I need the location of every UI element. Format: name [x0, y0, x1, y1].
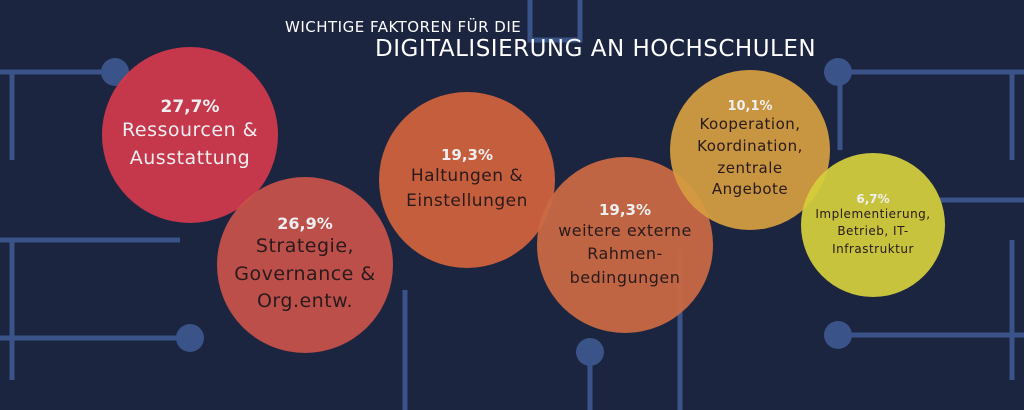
factor-bubble-ressourcen: 27,7% Ressourcen & Ausstattung [102, 47, 278, 223]
factor-percent: 19,3% [598, 201, 652, 220]
factor-percent: 19,3% [440, 146, 494, 165]
factor-label: Haltungen & Einstellungen [406, 166, 528, 211]
circuit-node [176, 324, 204, 352]
factor-bubble-implementierung: 6,7% Implementierung, Betrieb, IT- Infra… [801, 153, 945, 297]
factor-percent: 26,9% [277, 214, 333, 234]
factor-bubble-haltungen: 19,3% Haltungen & Einstellungen [379, 92, 555, 268]
circuit-node [824, 321, 852, 349]
circuit-node [824, 58, 852, 86]
factor-label: Ressourcen & Ausstattung [122, 119, 258, 169]
title-line-2: Digitalisierung an Hochschulen [375, 36, 817, 62]
factor-percent: 27,7% [160, 97, 220, 118]
factor-label: Implementierung, Betrieb, IT- Infrastruk… [815, 206, 931, 256]
title-line-1: Wichtige Faktoren für die [285, 18, 522, 36]
factor-label: weitere externe Rahmen- bedingungen [558, 221, 692, 287]
circuit-node [576, 338, 604, 366]
factor-percent: 10,1% [727, 99, 773, 114]
factor-bubble-strategie: 26,9% Strategie, Governance & Org.entw. [217, 177, 393, 353]
factor-label: Kooperation, Koordination, zentrale Ange… [697, 115, 803, 199]
factor-label: Strategie, Governance & Org.entw. [234, 235, 376, 313]
circuit-line [527, 0, 583, 43]
factor-percent: 6,7% [856, 191, 890, 206]
